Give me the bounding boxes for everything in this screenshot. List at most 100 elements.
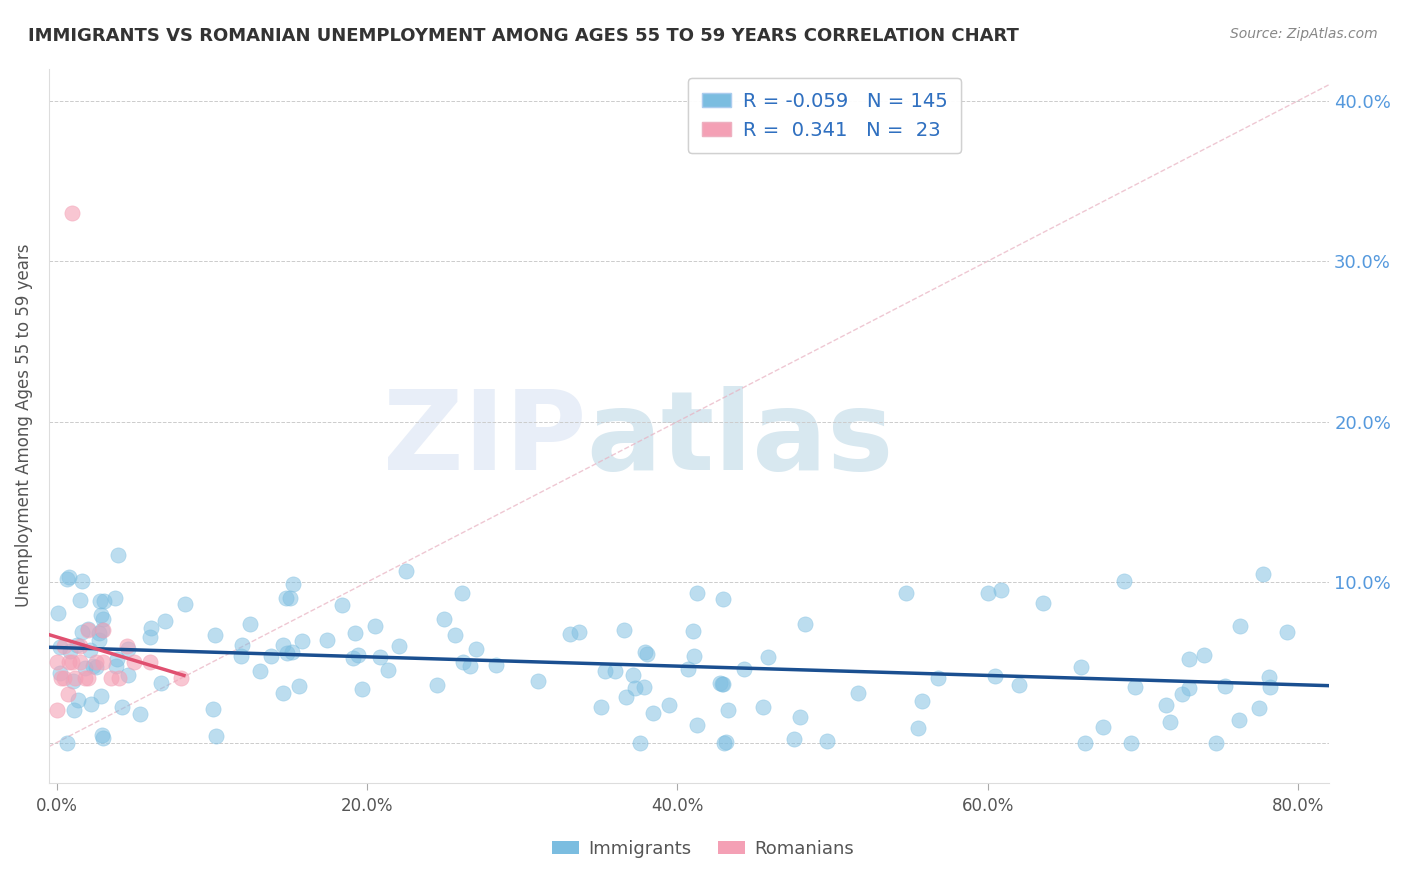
Point — [288, 679, 311, 693]
Point — [593, 665, 616, 679]
Point — [711, 677, 734, 691]
Point — [1178, 681, 1201, 695]
Point — [643, 706, 665, 720]
Text: ZIP: ZIP — [384, 386, 586, 493]
Point — [526, 674, 548, 689]
Point — [105, 652, 128, 666]
Point — [377, 663, 399, 677]
Point — [444, 628, 467, 642]
Point — [204, 628, 226, 642]
Legend: Immigrants, Romanians: Immigrants, Romanians — [544, 833, 862, 865]
Point — [66, 693, 89, 707]
Point — [70, 624, 93, 639]
Point — [464, 642, 486, 657]
Point — [139, 655, 162, 669]
Point — [347, 648, 370, 663]
Point — [56, 687, 79, 701]
Point — [332, 598, 354, 612]
Point — [846, 686, 869, 700]
Point — [682, 624, 704, 638]
Point — [60, 655, 83, 669]
Point — [1178, 652, 1201, 666]
Point — [794, 616, 817, 631]
Point — [149, 676, 172, 690]
Point — [603, 664, 626, 678]
Point — [558, 627, 581, 641]
Point — [1205, 735, 1227, 749]
Point — [364, 619, 387, 633]
Point — [107, 548, 129, 562]
Point — [280, 591, 302, 606]
Point — [896, 585, 918, 599]
Point — [56, 735, 79, 749]
Point — [90, 607, 112, 622]
Point — [271, 638, 294, 652]
Point — [990, 582, 1012, 597]
Point — [1092, 720, 1115, 734]
Point — [1008, 678, 1031, 692]
Point — [90, 689, 112, 703]
Point — [1227, 713, 1250, 727]
Point — [100, 671, 122, 685]
Point — [117, 642, 139, 657]
Text: Source: ZipAtlas.com: Source: ZipAtlas.com — [1230, 27, 1378, 41]
Point — [79, 642, 101, 657]
Point — [623, 681, 645, 696]
Point — [1275, 624, 1298, 639]
Point — [91, 612, 114, 626]
Point — [91, 624, 114, 638]
Point — [84, 659, 107, 673]
Point — [628, 735, 651, 749]
Point — [49, 666, 72, 681]
Point — [124, 655, 146, 669]
Point — [686, 718, 709, 732]
Point — [249, 665, 271, 679]
Point — [231, 638, 253, 652]
Point — [53, 671, 76, 685]
Point — [45, 655, 67, 669]
Point — [387, 639, 409, 653]
Point — [204, 729, 226, 743]
Point — [752, 699, 775, 714]
Point — [76, 624, 98, 638]
Point — [115, 640, 138, 654]
Point — [316, 632, 339, 647]
Point — [907, 722, 929, 736]
Point — [80, 697, 103, 711]
Point — [139, 630, 162, 644]
Point — [105, 659, 128, 673]
Point — [128, 707, 150, 722]
Point — [276, 591, 298, 606]
Point — [55, 572, 77, 586]
Point — [567, 625, 589, 640]
Point — [984, 668, 1007, 682]
Point — [93, 594, 115, 608]
Point — [139, 621, 162, 635]
Point — [281, 645, 304, 659]
Point — [1074, 735, 1097, 749]
Point — [717, 703, 740, 717]
Point — [451, 586, 474, 600]
Point — [911, 694, 934, 708]
Point — [1156, 698, 1178, 712]
Point — [1192, 648, 1215, 662]
Point — [201, 702, 224, 716]
Point — [714, 735, 737, 749]
Point — [1119, 735, 1142, 749]
Point — [1159, 714, 1181, 729]
Point — [927, 671, 949, 685]
Point — [682, 648, 704, 663]
Point — [58, 570, 80, 584]
Point — [107, 671, 129, 685]
Point — [733, 662, 755, 676]
Point — [789, 710, 811, 724]
Point — [614, 690, 637, 704]
Point — [73, 660, 96, 674]
Point — [460, 659, 482, 673]
Point — [636, 647, 658, 661]
Point — [273, 686, 295, 700]
Point — [783, 731, 806, 746]
Point — [91, 623, 114, 637]
Point — [1125, 680, 1147, 694]
Point — [77, 622, 100, 636]
